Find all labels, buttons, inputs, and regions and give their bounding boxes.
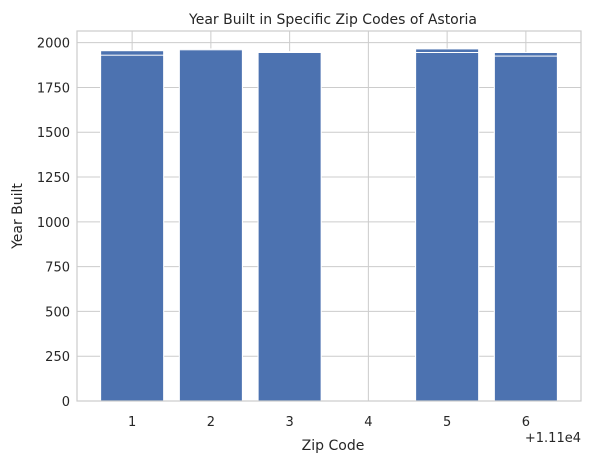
x-offset-label: +1.11e4 — [525, 431, 581, 446]
y-tick-label: 1750 — [37, 81, 70, 96]
x-tick-label: 2 — [207, 415, 215, 430]
y-tick-label: 0 — [62, 395, 70, 410]
y-tick-label: 1000 — [37, 216, 70, 231]
plot-frame — [76, 30, 582, 402]
bar — [415, 52, 480, 402]
y-tick-labels: 0 250 500 750 1000 1250 1500 1750 2000 — [37, 37, 70, 410]
chart-title: Year Built in Specific Zip Codes of Asto… — [188, 12, 477, 28]
y-tick-label: 1500 — [37, 126, 70, 141]
y-tick-label: 250 — [45, 350, 70, 365]
x-tick-label: 5 — [443, 415, 451, 430]
y-tick-label: 2000 — [37, 37, 70, 52]
bar — [257, 52, 322, 402]
bar — [100, 54, 165, 402]
x-tick-label: 1 — [128, 415, 136, 430]
y-tick-label: 750 — [45, 261, 70, 276]
y-tick-label: 1250 — [37, 171, 70, 186]
bar — [493, 55, 558, 402]
x-axis-label: Zip Code — [302, 438, 365, 454]
bar — [178, 49, 243, 402]
x-tick-labels: 1 2 3 4 5 6 — [128, 415, 530, 430]
x-tick-label: 6 — [522, 415, 530, 430]
x-tick-label: 4 — [364, 415, 372, 430]
y-tick-label: 500 — [45, 305, 70, 320]
bars — [100, 48, 558, 402]
y-axis-label: Year Built — [10, 183, 26, 250]
x-tick-label: 3 — [285, 415, 293, 430]
